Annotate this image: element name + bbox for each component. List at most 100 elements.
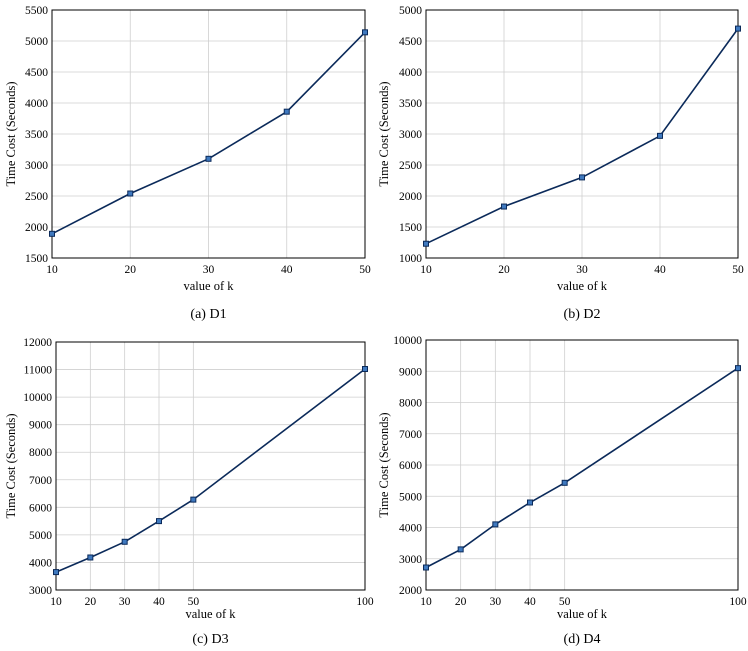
series-line bbox=[55, 368, 366, 573]
x-tick-label: 30 bbox=[490, 596, 502, 608]
x-axis-label: value of k bbox=[186, 607, 237, 621]
y-tick-label: 3500 bbox=[25, 129, 48, 141]
x-tick-label: 50 bbox=[188, 596, 200, 608]
x-tick-label: 40 bbox=[654, 264, 666, 276]
panel-caption: (d) D4 bbox=[564, 632, 601, 647]
y-tick-label: 4000 bbox=[399, 67, 422, 79]
y-tick-label: 5000 bbox=[25, 36, 48, 48]
y-tick-label: 3500 bbox=[399, 98, 422, 110]
x-tick-label: 10 bbox=[420, 264, 432, 276]
y-tick-label: 7000 bbox=[29, 475, 52, 487]
data-point-marker bbox=[49, 230, 55, 237]
data-point-marker bbox=[457, 546, 464, 553]
x-tick-label: 50 bbox=[732, 264, 744, 276]
y-tick-label: 12000 bbox=[23, 337, 52, 349]
x-tick-label: 30 bbox=[119, 596, 131, 608]
data-point-marker bbox=[121, 538, 128, 545]
x-tick-label: 40 bbox=[153, 596, 165, 608]
panel-caption: (b) D2 bbox=[564, 307, 601, 322]
data-point-marker bbox=[657, 132, 663, 139]
data-point-marker bbox=[362, 29, 368, 36]
x-tick-label: 20 bbox=[498, 264, 510, 276]
y-tick-label: 2500 bbox=[25, 191, 48, 203]
y-axis-label: Time Cost (Seconds) bbox=[4, 413, 18, 518]
y-tick-label: 6000 bbox=[399, 460, 422, 472]
y-axis-label: Time Cost (Seconds) bbox=[377, 81, 391, 186]
chart-panel-d3: 10 20 30 40 50 100 3000 4000 5000 6000 7000 8000 900… bbox=[4, 337, 374, 647]
x-tick-label: 10 bbox=[420, 596, 432, 608]
y-tick-label: 2000 bbox=[25, 222, 48, 234]
y-tick-label: 6000 bbox=[29, 502, 52, 514]
x-tick-label: 50 bbox=[359, 264, 371, 276]
data-point-marker bbox=[156, 518, 162, 525]
data-point-marker bbox=[362, 366, 368, 373]
x-tick-label: 10 bbox=[46, 264, 58, 276]
y-tick-label: 8000 bbox=[29, 447, 52, 459]
data-point-marker bbox=[501, 203, 507, 210]
plot-frame bbox=[55, 341, 366, 591]
plot-frame bbox=[425, 9, 739, 259]
y-tick-label: 8000 bbox=[399, 398, 422, 410]
y-tick-label: 5500 bbox=[25, 5, 48, 17]
data-point-marker bbox=[127, 190, 134, 197]
x-axis-label: value of k bbox=[557, 279, 608, 293]
y-tick-label: 11000 bbox=[24, 365, 53, 377]
data-point-marker bbox=[527, 499, 533, 506]
panel-caption: (c) D3 bbox=[192, 632, 228, 647]
x-tick-label: 20 bbox=[455, 596, 467, 608]
plot-frame bbox=[425, 339, 739, 591]
y-tick-label: 4000 bbox=[29, 557, 52, 569]
y-tick-label: 1500 bbox=[25, 253, 48, 265]
y-tick-label: 1000 bbox=[399, 253, 422, 265]
y-tick-label: 1500 bbox=[399, 222, 422, 234]
x-tick-label: 50 bbox=[559, 596, 571, 608]
data-point-marker bbox=[579, 174, 585, 181]
y-tick-label: 4000 bbox=[399, 523, 422, 535]
y-tick-label: 4000 bbox=[25, 98, 48, 110]
chart-panel-d2: 10 20 30 40 50 1000 1500 2000 2500 3000 3500 4000 45… bbox=[377, 5, 744, 322]
y-tick-label: 4500 bbox=[25, 67, 48, 79]
series-line bbox=[425, 367, 739, 569]
chart-panel-d4: 10 20 30 40 50 100 2000 3000 4000 5000 6000 7000 800… bbox=[377, 335, 747, 647]
chart-panel-d1: 10 20 30 40 50 1500 2000 2500 3000 3500 4000 4500 50… bbox=[4, 5, 371, 322]
x-tick-label: 30 bbox=[576, 264, 588, 276]
x-tick-label: 40 bbox=[524, 596, 536, 608]
x-tick-label: 10 bbox=[50, 596, 62, 608]
data-point-marker bbox=[283, 108, 290, 115]
data-point-marker bbox=[561, 479, 568, 486]
y-tick-label: 2000 bbox=[399, 191, 422, 203]
x-tick-label: 40 bbox=[281, 264, 293, 276]
data-point-marker bbox=[735, 365, 741, 372]
panel-caption: (a) D1 bbox=[190, 307, 226, 322]
x-axis-label: value of k bbox=[184, 279, 235, 293]
x-tick-label: 20 bbox=[125, 264, 137, 276]
y-tick-label: 4500 bbox=[399, 36, 422, 48]
y-axis-label: Time Cost (Seconds) bbox=[377, 412, 391, 517]
plot-frame bbox=[51, 9, 366, 259]
x-tick-label: 20 bbox=[85, 596, 97, 608]
y-tick-label: 5000 bbox=[399, 5, 422, 17]
y-tick-label: 2000 bbox=[399, 585, 422, 597]
data-point-marker bbox=[492, 521, 499, 528]
data-point-marker bbox=[735, 25, 741, 32]
data-point-marker bbox=[87, 554, 94, 561]
data-point-marker bbox=[423, 564, 429, 571]
x-tick-label: 100 bbox=[729, 596, 747, 608]
x-tick-label: 100 bbox=[356, 596, 374, 608]
y-tick-label: 5000 bbox=[399, 491, 422, 503]
data-point-marker bbox=[423, 240, 429, 247]
y-tick-label: 7000 bbox=[399, 429, 422, 441]
y-tick-label: 3000 bbox=[399, 554, 422, 566]
y-tick-label: 3000 bbox=[25, 160, 48, 172]
y-axis-label: Time Cost (Seconds) bbox=[4, 81, 18, 186]
y-tick-label: 9000 bbox=[399, 366, 422, 378]
data-point-marker bbox=[190, 496, 197, 503]
y-tick-label: 10000 bbox=[393, 335, 422, 347]
data-point-marker bbox=[205, 155, 212, 162]
y-tick-label: 5000 bbox=[29, 530, 52, 542]
y-tick-label: 3000 bbox=[29, 585, 52, 597]
x-axis-label: value of k bbox=[557, 607, 608, 621]
y-tick-label: 3000 bbox=[399, 129, 422, 141]
data-point-marker bbox=[53, 569, 59, 576]
